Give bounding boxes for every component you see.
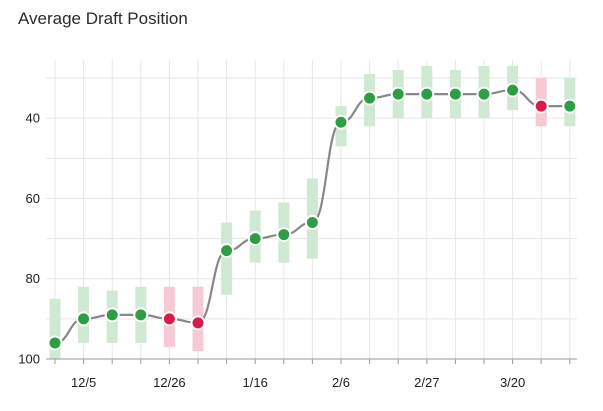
adp-points	[47, 82, 578, 351]
adp-point	[505, 82, 521, 98]
adp-point	[533, 98, 549, 114]
adp-point	[76, 311, 92, 327]
x-tick-label: 2/6	[332, 375, 350, 390]
chart-title: Average Draft Position	[18, 9, 188, 28]
adp-point	[104, 307, 120, 323]
y-tick-label: 40	[26, 111, 40, 126]
adp-point	[304, 215, 320, 231]
x-tick-label: 2/27	[414, 375, 439, 390]
adp-point	[476, 86, 492, 102]
adp-point	[47, 335, 63, 351]
adp-point	[333, 114, 349, 130]
y-tick-label: 100	[18, 352, 40, 367]
adp-point	[219, 243, 235, 259]
y-tick-label: 80	[26, 271, 40, 286]
x-tick-label: 12/5	[71, 375, 96, 390]
adp-point	[562, 98, 578, 114]
adp-point	[133, 307, 149, 323]
adp-point	[247, 231, 263, 247]
range-bar	[221, 222, 233, 295]
adp-point	[390, 86, 406, 102]
x-tick-label: 1/16	[243, 375, 268, 390]
adp-point	[419, 86, 435, 102]
axes: 12/5 12/26 1/16 2/6 2/27 3/20 40 60 80 100	[18, 111, 577, 390]
x-tick-label: 12/26	[153, 375, 186, 390]
adp-point	[276, 227, 292, 243]
adp-point	[362, 90, 378, 106]
adp-point	[190, 315, 206, 331]
adp-point	[161, 311, 177, 327]
adp-point	[447, 86, 463, 102]
range-bar	[49, 298, 61, 359]
y-tick-label: 60	[26, 191, 40, 206]
x-tick-label: 3/20	[500, 375, 525, 390]
